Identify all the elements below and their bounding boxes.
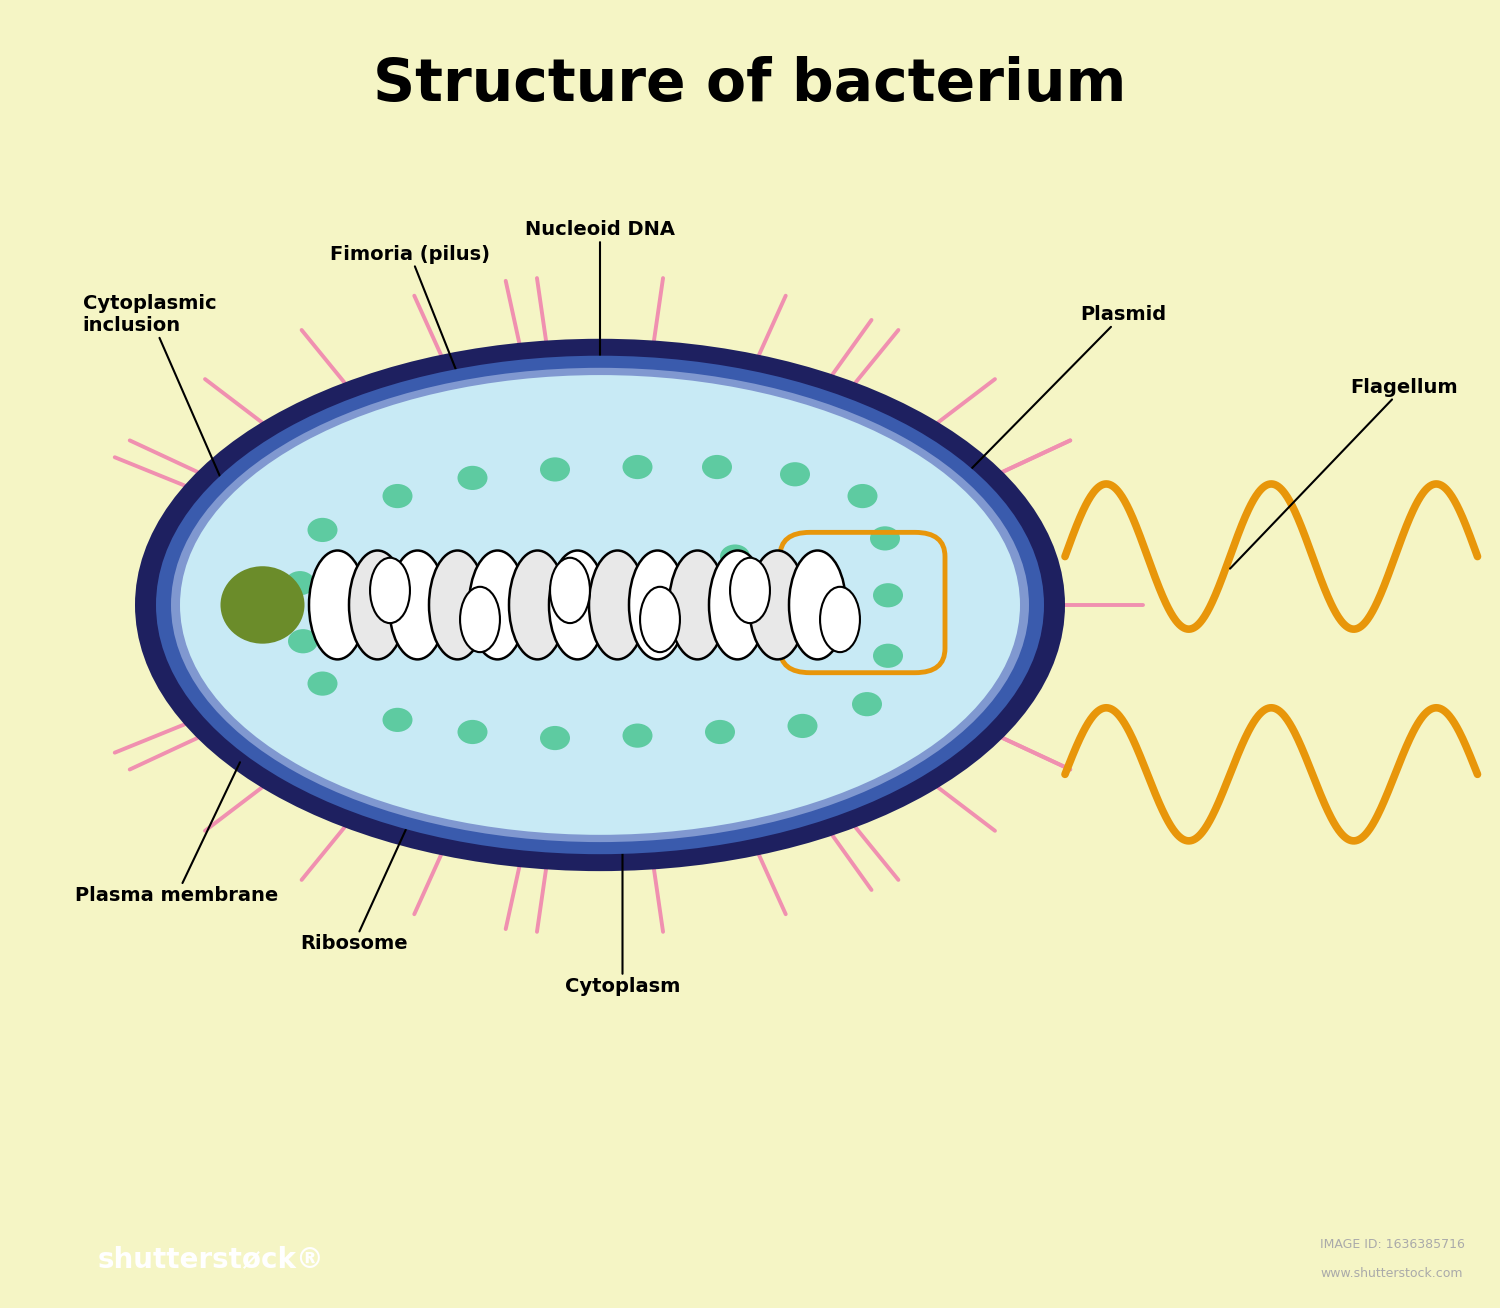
Ellipse shape: [370, 557, 410, 623]
Ellipse shape: [458, 719, 488, 744]
Ellipse shape: [285, 572, 315, 595]
Ellipse shape: [873, 583, 903, 607]
Text: Cytoplasmic
inclusion: Cytoplasmic inclusion: [82, 294, 255, 556]
Text: Cytoplasm: Cytoplasm: [566, 798, 680, 995]
Text: Flagellum: Flagellum: [1230, 378, 1458, 569]
Ellipse shape: [288, 629, 318, 653]
Ellipse shape: [308, 671, 338, 696]
Ellipse shape: [308, 518, 338, 542]
Ellipse shape: [429, 551, 486, 659]
Ellipse shape: [549, 551, 606, 659]
Ellipse shape: [705, 719, 735, 744]
Text: Structure of bacterium: Structure of bacterium: [374, 56, 1126, 114]
Ellipse shape: [702, 455, 732, 479]
Ellipse shape: [628, 551, 686, 659]
Ellipse shape: [509, 551, 566, 659]
Ellipse shape: [821, 587, 860, 653]
Ellipse shape: [450, 593, 480, 617]
Ellipse shape: [540, 458, 570, 481]
Ellipse shape: [870, 526, 900, 551]
Text: IMAGE ID: 1636385716: IMAGE ID: 1636385716: [1320, 1237, 1466, 1250]
Text: Plasma membrane: Plasma membrane: [75, 763, 279, 905]
Text: Ribosome: Ribosome: [300, 798, 420, 954]
Ellipse shape: [720, 544, 750, 569]
Ellipse shape: [730, 557, 770, 623]
Text: Fimoria (pilus): Fimoria (pilus): [330, 245, 490, 411]
Ellipse shape: [550, 557, 590, 623]
Ellipse shape: [873, 644, 903, 668]
Ellipse shape: [460, 587, 500, 653]
Ellipse shape: [669, 551, 726, 659]
Ellipse shape: [780, 462, 810, 487]
Ellipse shape: [847, 484, 877, 508]
Ellipse shape: [156, 356, 1044, 854]
Ellipse shape: [382, 708, 412, 732]
Ellipse shape: [309, 551, 366, 659]
Ellipse shape: [135, 339, 1065, 871]
Ellipse shape: [180, 375, 1020, 835]
Ellipse shape: [788, 714, 818, 738]
Text: Plasmid: Plasmid: [885, 305, 1166, 556]
Text: www.shutterstock.com: www.shutterstock.com: [1320, 1267, 1462, 1281]
Ellipse shape: [382, 484, 412, 508]
Ellipse shape: [852, 692, 882, 717]
Ellipse shape: [540, 726, 570, 751]
Ellipse shape: [350, 551, 406, 659]
Ellipse shape: [622, 723, 652, 748]
Ellipse shape: [458, 466, 488, 490]
Ellipse shape: [748, 551, 806, 659]
Ellipse shape: [470, 551, 526, 659]
Text: shutterstøck®: shutterstøck®: [98, 1245, 324, 1273]
Text: Nucleoid DNA: Nucleoid DNA: [525, 220, 675, 411]
Ellipse shape: [710, 551, 766, 659]
Ellipse shape: [388, 551, 445, 659]
Ellipse shape: [640, 587, 680, 653]
Ellipse shape: [171, 368, 1029, 842]
Ellipse shape: [622, 455, 652, 479]
Ellipse shape: [590, 551, 646, 659]
Ellipse shape: [789, 551, 846, 659]
Ellipse shape: [220, 566, 304, 644]
